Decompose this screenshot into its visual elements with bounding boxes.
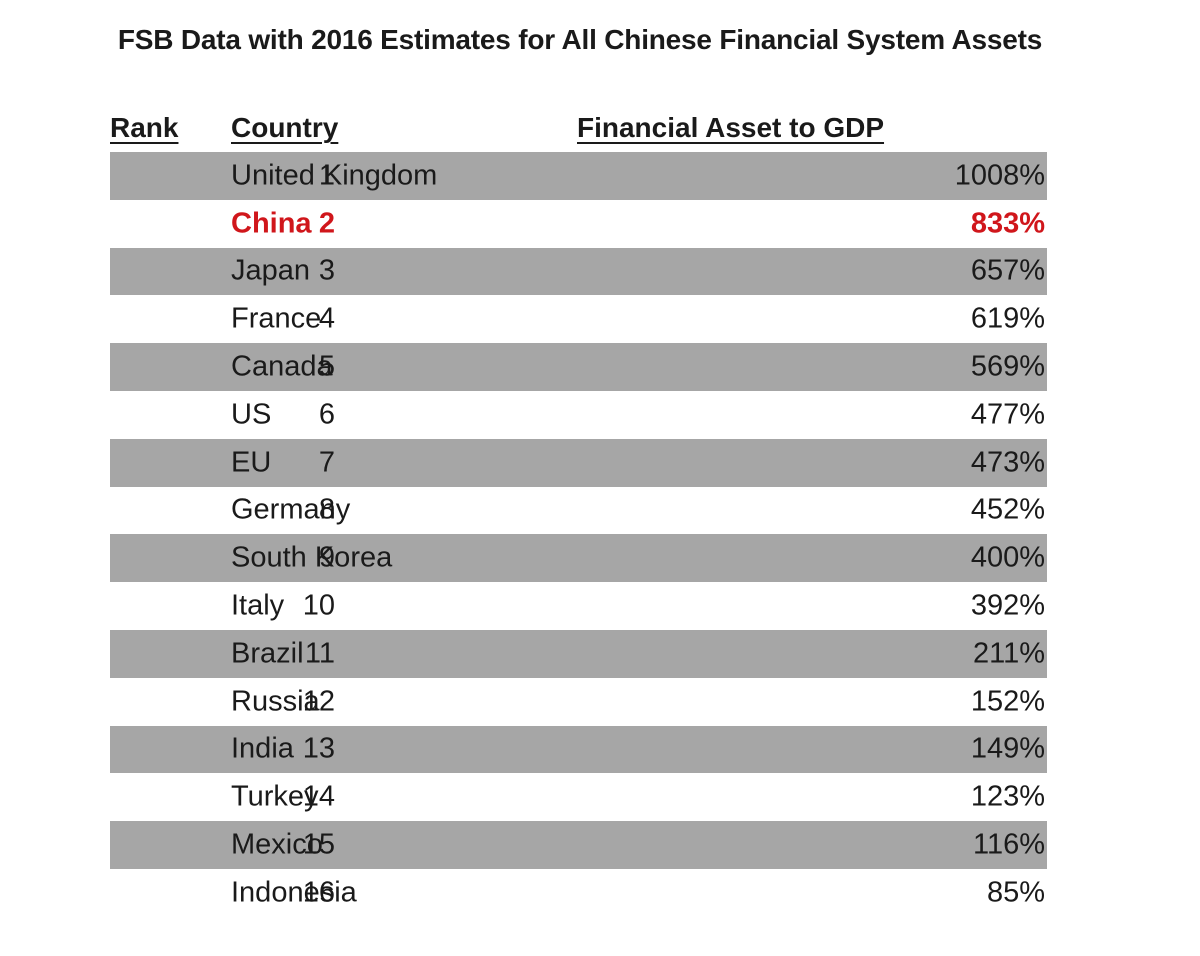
country-cell: South Korea [231,541,393,574]
ratio-cell: 452% [970,493,1045,526]
table-row: 9 South Korea 400% [110,534,1047,583]
table-title: FSB Data with 2016 Estimates for All Chi… [117,24,1043,55]
rank-cell: 3 [318,254,335,287]
rank-cell: 11 [304,637,335,670]
ratio-cell: 473% [970,446,1045,479]
rank-cell: 10 [302,589,335,622]
table-row: 10 Italy 392% [110,582,1047,630]
country-cell: Germany [231,493,351,526]
table-body: 1 United Kingdom 1008% 2 China 833% 3 Japan 657%… [110,152,1047,917]
rank-cell: 5 [318,350,335,383]
column-header-rank: Rank [110,112,179,143]
table-row: 13 India 149% [110,725,1047,774]
rank-cell: 15 [302,828,335,861]
country-cell: Canada [231,350,333,383]
table-row: 8 Germany 452% [110,487,1047,535]
table-row: 2 China 833% [110,200,1047,248]
ratio-cell: 657% [970,254,1045,287]
rank-cell: 1 [318,159,335,192]
country-cell: Mexico [231,828,323,861]
table-row: 1 United Kingdom 1008% [110,152,1047,200]
rank-cell: 6 [318,398,335,431]
table-row: 7 EU 473% [110,438,1047,487]
table-row: 11 Brazil 211% [110,629,1047,678]
rank-cell: 12 [302,685,335,718]
ratio-cell: 211% [972,637,1045,670]
country-cell: China [231,207,312,240]
ratio-cell: 392% [970,589,1045,622]
ratio-cell: 619% [970,302,1045,335]
country-cell: Russia [231,685,320,718]
ratio-cell: 477% [970,398,1045,431]
country-cell: Italy [231,589,285,622]
table-row: 15 Mexico 116% [110,821,1047,869]
country-cell: India [231,732,294,765]
table-row: 5 Canada 569% [110,343,1047,391]
table-row: 6 US 477% [110,391,1047,439]
country-cell: France [231,302,322,335]
ratio-cell: 116% [972,828,1045,861]
rank-cell: 2 [318,207,335,240]
rank-cell: 9 [318,541,335,574]
table-row: 14 Turkey 123% [110,773,1047,821]
rank-cell: 7 [318,446,335,479]
ratio-cell: 833% [970,207,1045,240]
column-header-financial-asset-to-gdp: Financial Asset to GDP [577,112,885,143]
ratio-cell: 149% [970,732,1045,765]
ratio-cell: 152% [970,685,1045,718]
country-cell: Japan [231,254,311,287]
ratio-cell: 85% [986,876,1045,909]
country-cell: Indonesia [231,876,357,909]
table-row: 4 France 619% [110,295,1047,343]
country-cell: Turkey [231,780,319,813]
country-cell: EU [231,446,272,479]
rank-cell: 8 [318,493,335,526]
ratio-cell: 400% [970,541,1045,574]
table-row: 12 Russia 152% [110,678,1047,726]
rank-cell: 16 [302,876,335,909]
country-cell: US [231,398,272,431]
table-row: 3 Japan 657% [110,247,1047,296]
rank-cell: 4 [318,302,335,335]
ratio-cell: 1008% [954,159,1045,192]
rank-cell: 14 [302,780,335,813]
country-cell: Brazil [231,637,304,670]
ratio-cell: 569% [970,350,1045,383]
table-row: 16 Indonesia 85% [110,869,1047,917]
rank-cell: 13 [302,732,335,765]
country-cell: United Kingdom [231,159,438,192]
ratio-cell: 123% [970,780,1045,813]
column-header-country: Country [231,112,339,143]
